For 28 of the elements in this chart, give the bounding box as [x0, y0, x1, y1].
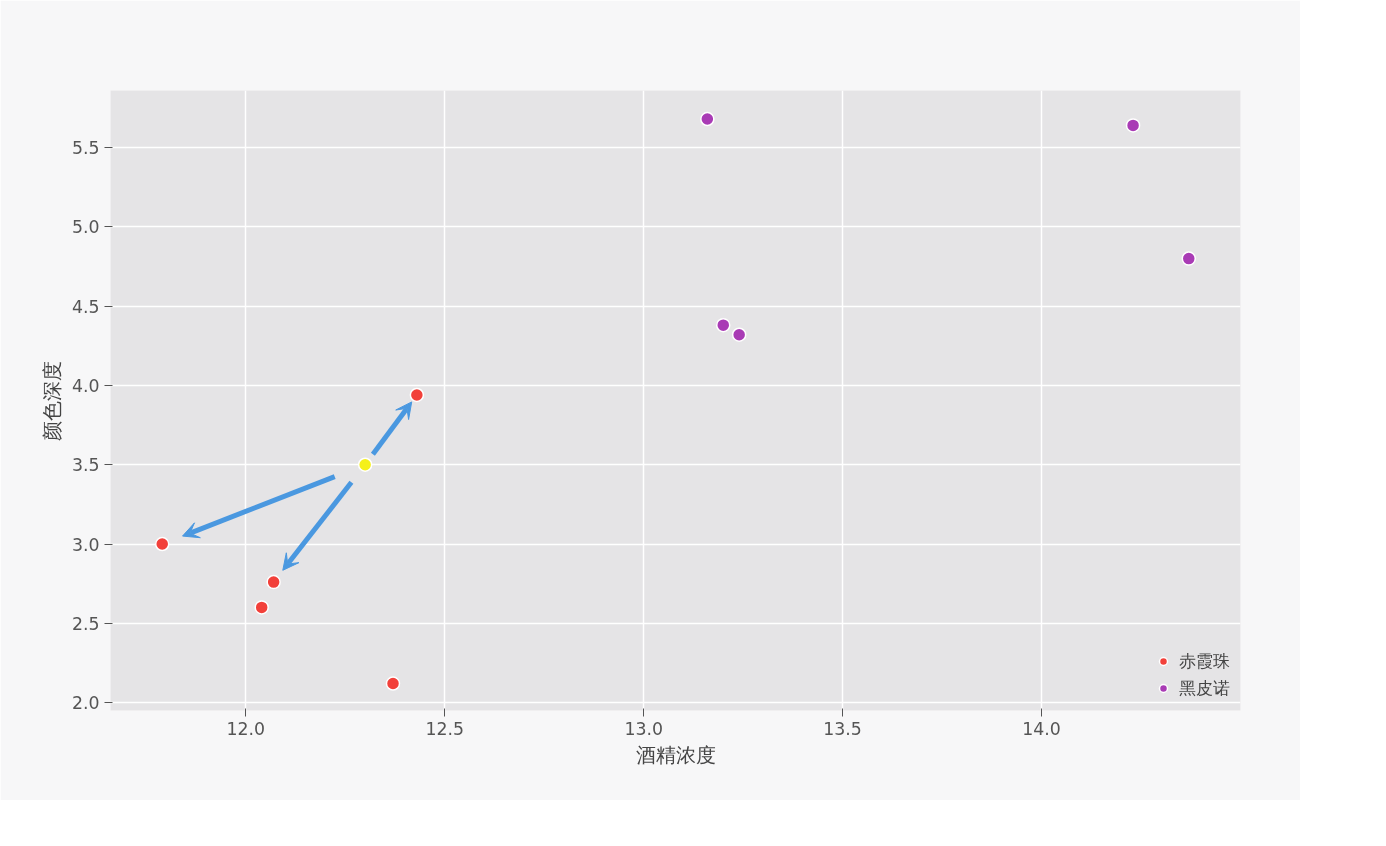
- y-axis-title: 颜色深度: [39, 360, 64, 441]
- point: [700, 111, 715, 127]
- x-tick-label: 12.0: [226, 718, 266, 739]
- point: [357, 457, 373, 472]
- point: [1181, 251, 1197, 266]
- point: [1125, 118, 1141, 133]
- y-tick-label: 5.5: [71, 138, 100, 159]
- y-tick-label: 3.5: [71, 455, 100, 476]
- y-tick-label: 4.0: [71, 375, 100, 396]
- x-tick-label: 14.0: [1022, 718, 1061, 739]
- point: [154, 536, 170, 552]
- x-axis-title: 酒精浓度: [635, 742, 716, 767]
- x-tick-label: 13.0: [624, 718, 663, 739]
- point: [716, 317, 731, 333]
- x-tick-label: 12.5: [425, 718, 465, 739]
- point: [731, 327, 747, 342]
- y-tick-label: 5.0: [71, 217, 100, 238]
- point: [409, 387, 425, 403]
- point: [266, 574, 281, 590]
- y-tick-label: 4.5: [71, 296, 100, 317]
- legend-label: 黑皮诺: [1179, 677, 1230, 700]
- y-tick-label: 2.0: [71, 693, 100, 714]
- y-tick-label: 3.0: [71, 534, 100, 555]
- legend-label: 赤霞珠: [1179, 650, 1230, 673]
- point: [254, 600, 269, 615]
- x-tick-label: 13.5: [823, 718, 862, 739]
- point: [385, 676, 401, 691]
- y-tick-label: 2.5: [71, 613, 100, 634]
